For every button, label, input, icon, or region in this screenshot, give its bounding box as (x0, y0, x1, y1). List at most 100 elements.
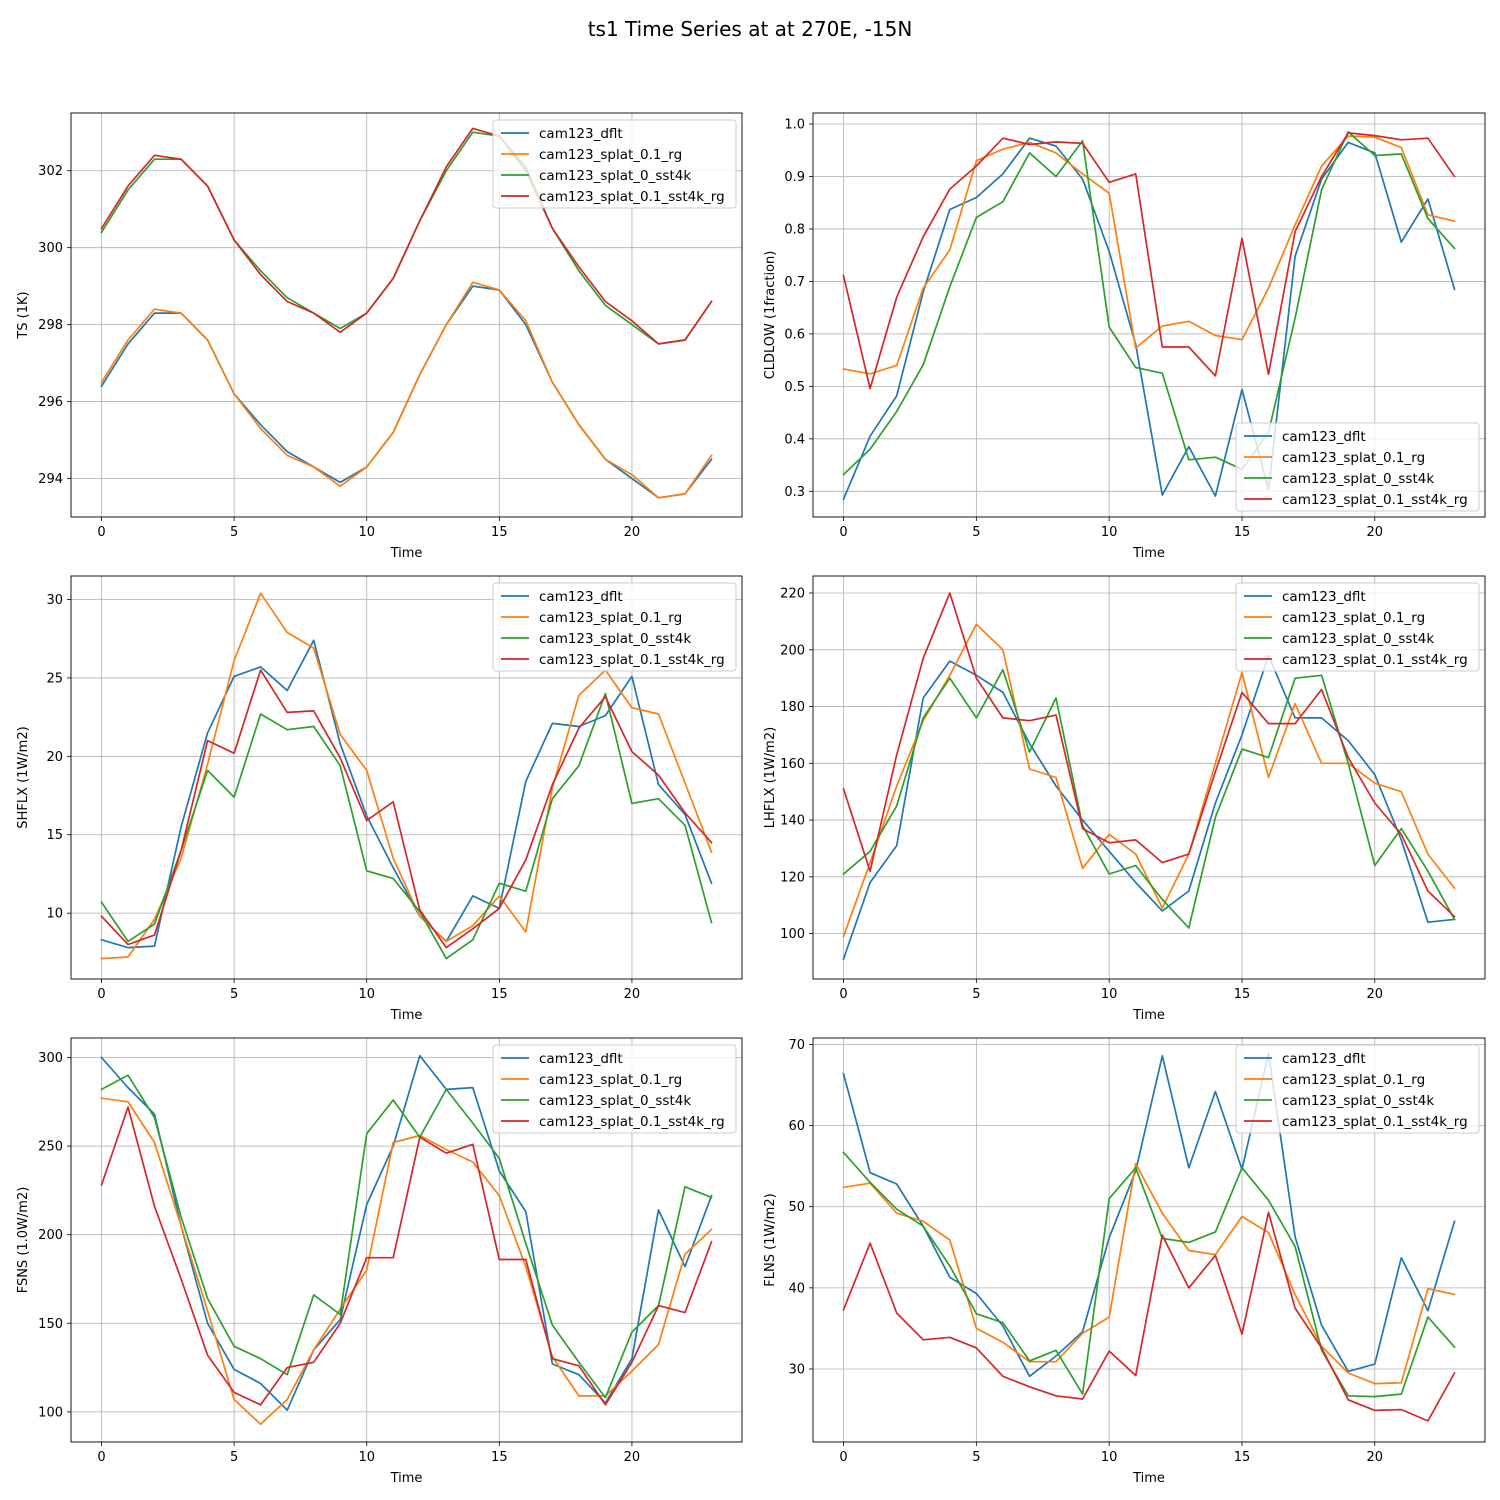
y-axis-label: LHFLX (1W/m2) (763, 727, 778, 828)
y-tick-label: 10 (46, 907, 63, 922)
series-line-cam123_splat_0_sst4k (842, 1151, 1456, 1398)
x-axis-label: Time (390, 1008, 423, 1023)
subplot-shflx: 0 5 10 15 20 10 15 20 25 30 Time SHFLX (1W/m2) cam12… (16, 575, 743, 1023)
y-tick-label: 100 (38, 1405, 63, 1420)
series-line-cam123_splat_0_sst4k (842, 668, 1456, 929)
axes-frame (812, 575, 1486, 980)
x-tick-label: 0 (839, 987, 847, 1002)
legend: cam123_dflt cam123_splat_0.1_rg cam123_spl… (1235, 422, 1480, 512)
legend-entry: cam123_splat_0.1_rg (539, 1072, 682, 1088)
axes-frame (70, 1037, 743, 1443)
x-tick-label: 5 (972, 987, 980, 1002)
series-line-cam123_splat_0.1_sst4k_rg (842, 132, 1456, 390)
x-tick-label: 5 (972, 525, 980, 540)
x-tick-label: 0 (97, 525, 105, 540)
legend: cam123_dflt cam123_splat_0.1_rg cam123_spl… (492, 1044, 737, 1134)
legend: cam123_dflt cam123_splat_0.1_rg cam123_spl… (1235, 1044, 1480, 1134)
legend-entry: cam123_splat_0.1_rg (539, 610, 682, 626)
legend: cam123_dflt cam123_splat_0.1_rg cam123_spl… (492, 582, 737, 672)
legend-entry: cam123_dflt (1282, 429, 1366, 445)
x-tick-label: 15 (491, 1450, 508, 1465)
series-line-cam123_splat_0.1_sst4k_rg (842, 592, 1456, 918)
legend-entry: cam123_splat_0.1_sst4k_rg (539, 189, 725, 205)
y-tick-label: 140 (780, 814, 805, 829)
legend-entry: cam123_splat_0.1_sst4k_rg (539, 652, 725, 668)
x-tick-label: 20 (1366, 1450, 1383, 1465)
y-tick-label: 296 (38, 395, 63, 410)
legend-box (492, 1044, 737, 1134)
series-line-cam123_splat_0.1_sst4k_rg (100, 669, 713, 949)
legend-entry: cam123_dflt (539, 589, 623, 605)
series-line-cam123_splat_0.1_rg (100, 281, 713, 499)
axes-frame (812, 1037, 1486, 1443)
x-tick-label: 20 (1366, 987, 1383, 1002)
series-line-cam123_splat_0.1_sst4k_rg (100, 1106, 713, 1406)
y-tick-label: 150 (38, 1317, 63, 1332)
subplot-ts: 0 5 10 15 20 294 296 298 300 302 Time TS (1K) cam123… (16, 112, 743, 561)
y-tick-label: 0.4 (784, 432, 805, 447)
series-line-cam123_splat_0.1_rg (842, 1162, 1456, 1385)
legend-entry: cam123_splat_0.1_rg (539, 147, 682, 163)
y-tick-label: 25 (46, 671, 63, 686)
figure-title: ts1 Time Series at at 270E, -15N (588, 17, 913, 41)
legend-box (492, 582, 737, 672)
legend-entry: cam123_splat_0_sst4k (539, 168, 691, 184)
x-tick-label: 15 (1234, 987, 1251, 1002)
y-tick-label: 0.6 (784, 327, 805, 342)
legend-entry: cam123_splat_0.1_rg (1282, 450, 1425, 466)
x-tick-label: 5 (230, 987, 238, 1002)
x-axis-label: Time (1132, 1008, 1165, 1023)
x-tick-label: 0 (839, 525, 847, 540)
y-tick-label: 0.3 (784, 485, 805, 500)
legend-entry: cam123_dflt (1282, 589, 1366, 605)
legend-entry: cam123_splat_0_sst4k (539, 1093, 691, 1109)
y-tick-label: 180 (780, 700, 805, 715)
y-tick-label: 220 (780, 587, 805, 602)
x-tick-label: 10 (1101, 987, 1118, 1002)
x-tick-label: 10 (1101, 525, 1118, 540)
legend-entry: cam123_splat_0.1_sst4k_rg (1282, 1114, 1468, 1130)
x-tick-label: 15 (491, 987, 508, 1002)
y-tick-label: 302 (38, 164, 63, 179)
legend-entry: cam123_dflt (1282, 1051, 1366, 1067)
y-tick-label: 100 (780, 927, 805, 942)
legend-entry: cam123_splat_0_sst4k (1282, 631, 1434, 647)
legend-box (1235, 1044, 1480, 1134)
x-tick-label: 0 (97, 1450, 105, 1465)
x-axis-label: Time (390, 546, 423, 561)
y-tick-label: 60 (788, 1119, 805, 1134)
legend-entry: cam123_splat_0.1_rg (1282, 1072, 1425, 1088)
y-axis-label: SHFLX (1W/m2) (16, 726, 31, 828)
y-tick-label: 40 (788, 1281, 805, 1296)
y-tick-label: 15 (46, 828, 63, 843)
legend-entry: cam123_splat_0_sst4k (539, 631, 691, 647)
legend-entry: cam123_splat_0_sst4k (1282, 471, 1434, 487)
x-axis-label: Time (1132, 1471, 1165, 1486)
legend-box (492, 119, 737, 209)
y-axis-label: FLNS (1W/m2) (763, 1193, 778, 1286)
x-tick-label: 0 (839, 1450, 847, 1465)
legend-box (1235, 582, 1480, 672)
x-tick-label: 15 (1234, 1450, 1251, 1465)
series-line-cam123_dflt (842, 654, 1456, 961)
legend: cam123_dflt cam123_splat_0.1_rg cam123_spl… (492, 119, 737, 209)
x-tick-label: 20 (624, 1450, 641, 1465)
x-tick-label: 5 (230, 1450, 238, 1465)
x-tick-label: 15 (491, 525, 508, 540)
x-tick-label: 20 (624, 987, 641, 1002)
legend-entry: cam123_dflt (539, 126, 623, 142)
series-line-cam123_dflt (100, 639, 713, 949)
y-tick-label: 294 (38, 472, 63, 487)
x-tick-label: 10 (1101, 1450, 1118, 1465)
y-tick-label: 0.5 (784, 380, 805, 395)
y-tick-label: 0.9 (784, 170, 805, 185)
legend-box (1235, 422, 1480, 512)
y-tick-label: 298 (38, 318, 63, 333)
y-tick-label: 300 (38, 241, 63, 256)
legend-entry: cam123_dflt (539, 1051, 623, 1067)
y-tick-label: 0.8 (784, 222, 805, 237)
x-tick-label: 0 (97, 987, 105, 1002)
legend-entry: cam123_splat_0_sst4k (1282, 1093, 1434, 1109)
series-line-cam123_splat_0.1_sst4k_rg (842, 1211, 1456, 1422)
